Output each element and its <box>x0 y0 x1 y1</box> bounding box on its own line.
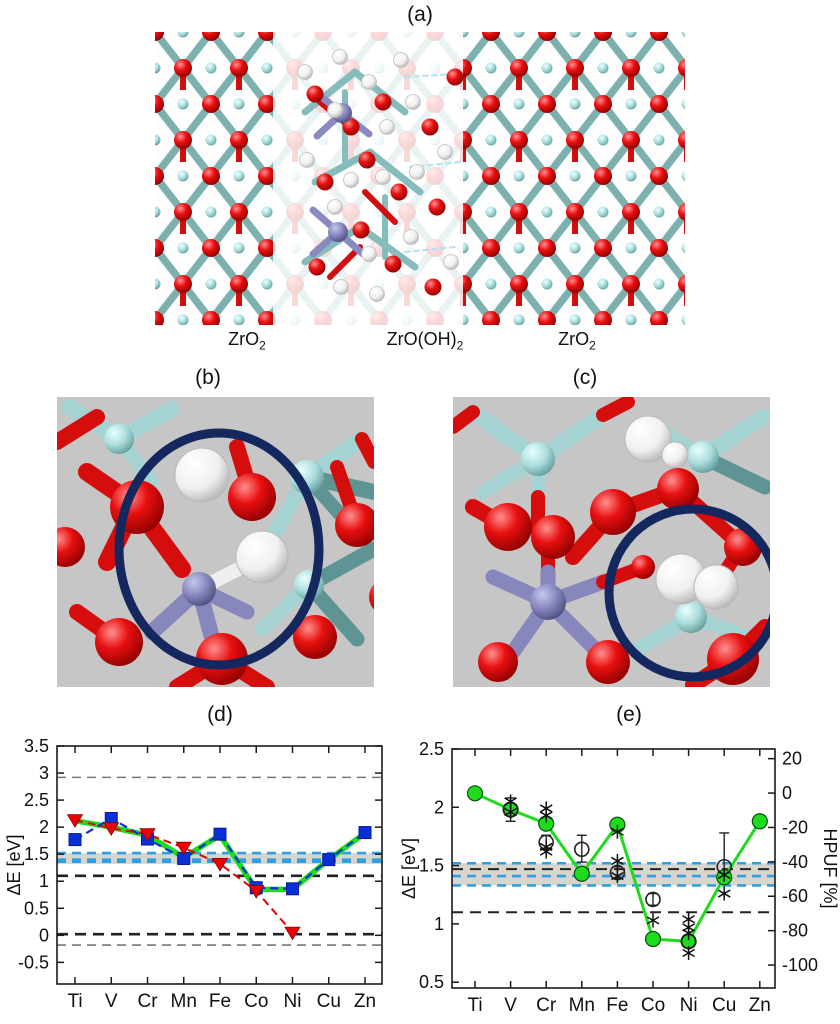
svg-text:0.5: 0.5 <box>24 898 49 918</box>
svg-text:0: 0 <box>782 783 792 803</box>
svg-text:Co: Co <box>641 995 665 1016</box>
svg-text:0.5: 0.5 <box>419 972 444 992</box>
svg-text:Cr: Cr <box>137 991 158 1012</box>
region-label-subscript: 2 <box>259 338 266 353</box>
chart-d-canvas: 3.5 3 2.5 2 1.5 1 0.5 0 -0.5 Ti V Cr Mn Fe Co Ni Cu Zn ΔE … <box>4 736 383 1012</box>
svg-text:0: 0 <box>39 925 49 945</box>
svg-text:-40: -40 <box>782 852 808 872</box>
svg-text:20: 20 <box>782 749 802 769</box>
svg-text:2.5: 2.5 <box>24 790 49 810</box>
svg-text:-60: -60 <box>782 886 808 906</box>
svg-text:Ni: Ni <box>680 995 698 1016</box>
svg-text:-80: -80 <box>782 921 808 941</box>
svg-text:Cu: Cu <box>317 991 341 1012</box>
svg-text:1.5: 1.5 <box>419 856 444 876</box>
panel-b-title: (b) <box>195 366 221 389</box>
region-label-zro2-right: ZrO2 <box>527 329 627 353</box>
svg-text:2: 2 <box>434 797 444 817</box>
region-label-text: ZrO(OH) <box>386 329 457 349</box>
svg-text:ΔE [eV]: ΔE [eV] <box>400 838 419 899</box>
panel-a-image <box>155 32 685 325</box>
region-label-zrooh2: ZrO(OH)2 <box>355 329 495 353</box>
svg-text:Ti: Ti <box>467 995 482 1016</box>
svg-text:Co: Co <box>244 991 268 1012</box>
highlight-circle <box>114 428 324 670</box>
svg-text:Mn: Mn <box>171 991 197 1012</box>
chart-d: 3.5 3 2.5 2 1.5 1 0.5 0 -0.5 Ti V Cr Mn Fe Co Ni Cu Zn ΔE … <box>0 700 420 1024</box>
h2-configuration-image <box>453 397 770 687</box>
region-label-subscript: 2 <box>456 338 464 353</box>
svg-text:-100: -100 <box>782 955 818 975</box>
chart-e-canvas: 2.5 2 1.5 1 0.5 Ti V Cr Mn Fe Co Ni Cu Zn ΔE [eV] 20 0 -2… <box>400 739 840 1016</box>
svg-text:2.5: 2.5 <box>419 739 444 759</box>
svg-text:Fe: Fe <box>606 995 628 1016</box>
chart-e: 2.5 2 1.5 1 0.5 Ti V Cr Mn Fe Co Ni Cu Zn ΔE [eV] 20 0 -2… <box>400 700 840 1024</box>
crystal-interface-structure-image <box>155 32 685 325</box>
svg-text:Zn: Zn <box>749 995 771 1016</box>
svg-text:V: V <box>105 991 118 1012</box>
region-label-zro2-left: ZrO2 <box>197 329 297 353</box>
panel-c-image <box>453 397 770 687</box>
region-label-text: ZrO <box>228 329 260 349</box>
region-label-text: ZrO <box>558 329 590 349</box>
svg-text:ΔE [eV]: ΔE [eV] <box>4 834 24 895</box>
svg-text:3.5: 3.5 <box>24 736 49 756</box>
svg-text:1: 1 <box>434 914 444 934</box>
panel-e-title: (e) <box>616 703 642 726</box>
svg-text:Cu: Cu <box>712 995 736 1016</box>
svg-text:2: 2 <box>39 817 49 837</box>
svg-text:3: 3 <box>39 763 49 783</box>
svg-text:Mn: Mn <box>569 995 595 1016</box>
svg-text:1.5: 1.5 <box>24 844 49 864</box>
panel-d-title: (d) <box>207 703 233 726</box>
oh-h-configuration-image <box>57 397 374 687</box>
panel-c-title: (c) <box>572 366 598 389</box>
region-label-subscript: 2 <box>589 338 596 353</box>
svg-text:Ti: Ti <box>67 991 82 1012</box>
svg-text:-20: -20 <box>782 817 808 837</box>
highlight-circle <box>604 504 770 682</box>
svg-text:-0.5: -0.5 <box>18 952 49 972</box>
svg-text:Fe: Fe <box>209 991 231 1012</box>
svg-text:Ni: Ni <box>284 991 302 1012</box>
svg-text:V: V <box>504 995 517 1016</box>
svg-text:Cr: Cr <box>536 995 557 1016</box>
svg-text:Zn: Zn <box>354 991 376 1012</box>
svg-text:HPUF [%]: HPUF [%] <box>820 828 840 908</box>
panel-a-title: (a) <box>407 3 433 26</box>
svg-text:1: 1 <box>39 871 49 891</box>
panel-b-image <box>57 397 374 687</box>
